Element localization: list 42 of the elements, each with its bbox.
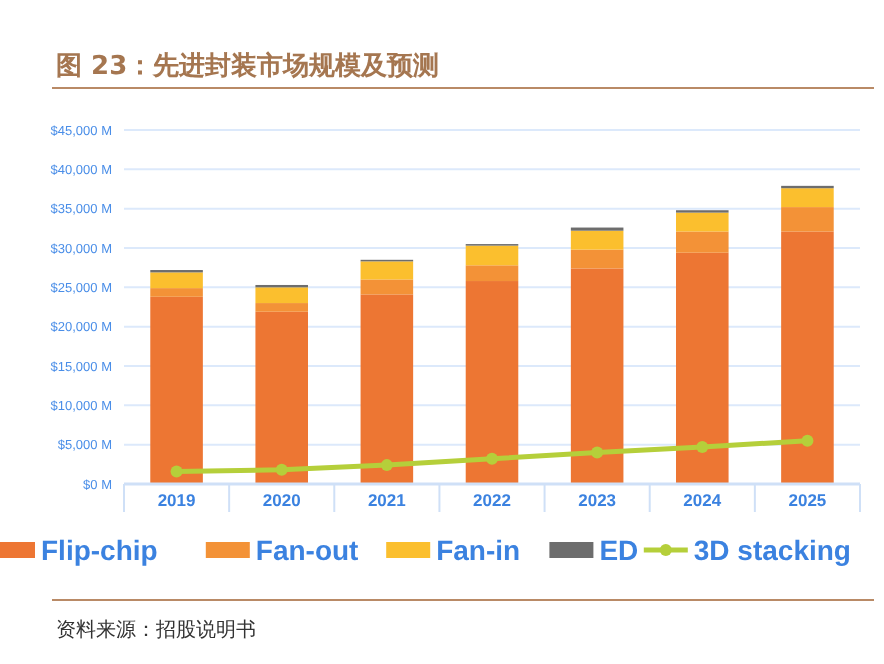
- bar: [676, 212, 729, 232]
- legend-label: Fan-in: [436, 534, 521, 566]
- bar: [255, 303, 308, 312]
- bar: [781, 188, 834, 208]
- point: [696, 441, 709, 454]
- x-tick-label: 2025: [788, 490, 827, 510]
- x-tick-label: 2021: [367, 490, 407, 510]
- bar: [570, 230, 624, 250]
- bar: [255, 287, 308, 304]
- bar: [570, 268, 624, 484]
- x-tick-label: 2022: [473, 490, 512, 510]
- point: [486, 452, 498, 465]
- bar: [360, 261, 414, 280]
- text: 资料来源：招股说明书: [56, 618, 256, 642]
- bar: [465, 281, 519, 484]
- bar: [781, 207, 834, 232]
- bar: [465, 245, 519, 266]
- bar: [360, 279, 414, 295]
- x-tick-label: 2020: [262, 490, 302, 510]
- legend-label: 3D stacking: [693, 534, 851, 566]
- point: [170, 465, 183, 478]
- bar: [360, 294, 414, 484]
- bar: [676, 252, 729, 484]
- x-tick-label: 2024: [683, 490, 722, 510]
- point: [275, 463, 288, 476]
- legend-label: ED: [599, 534, 639, 566]
- bar: [150, 288, 203, 297]
- bar: [150, 296, 203, 484]
- point: [380, 459, 393, 472]
- x-tick-label: 2023: [578, 490, 617, 510]
- legend-label: Flip-chip: [41, 534, 158, 566]
- bar: [676, 231, 729, 253]
- legend-label: Fan-out: [255, 534, 360, 566]
- bar: [465, 265, 519, 282]
- chart-title: 图 23：先进封装市场规模及预测: [56, 50, 440, 82]
- bar: [570, 249, 624, 269]
- point: [801, 434, 814, 447]
- point: [591, 446, 604, 459]
- bar: [255, 311, 308, 484]
- bar: [781, 231, 834, 484]
- x-tick-label: 2019: [157, 490, 197, 510]
- bar: [150, 272, 203, 289]
